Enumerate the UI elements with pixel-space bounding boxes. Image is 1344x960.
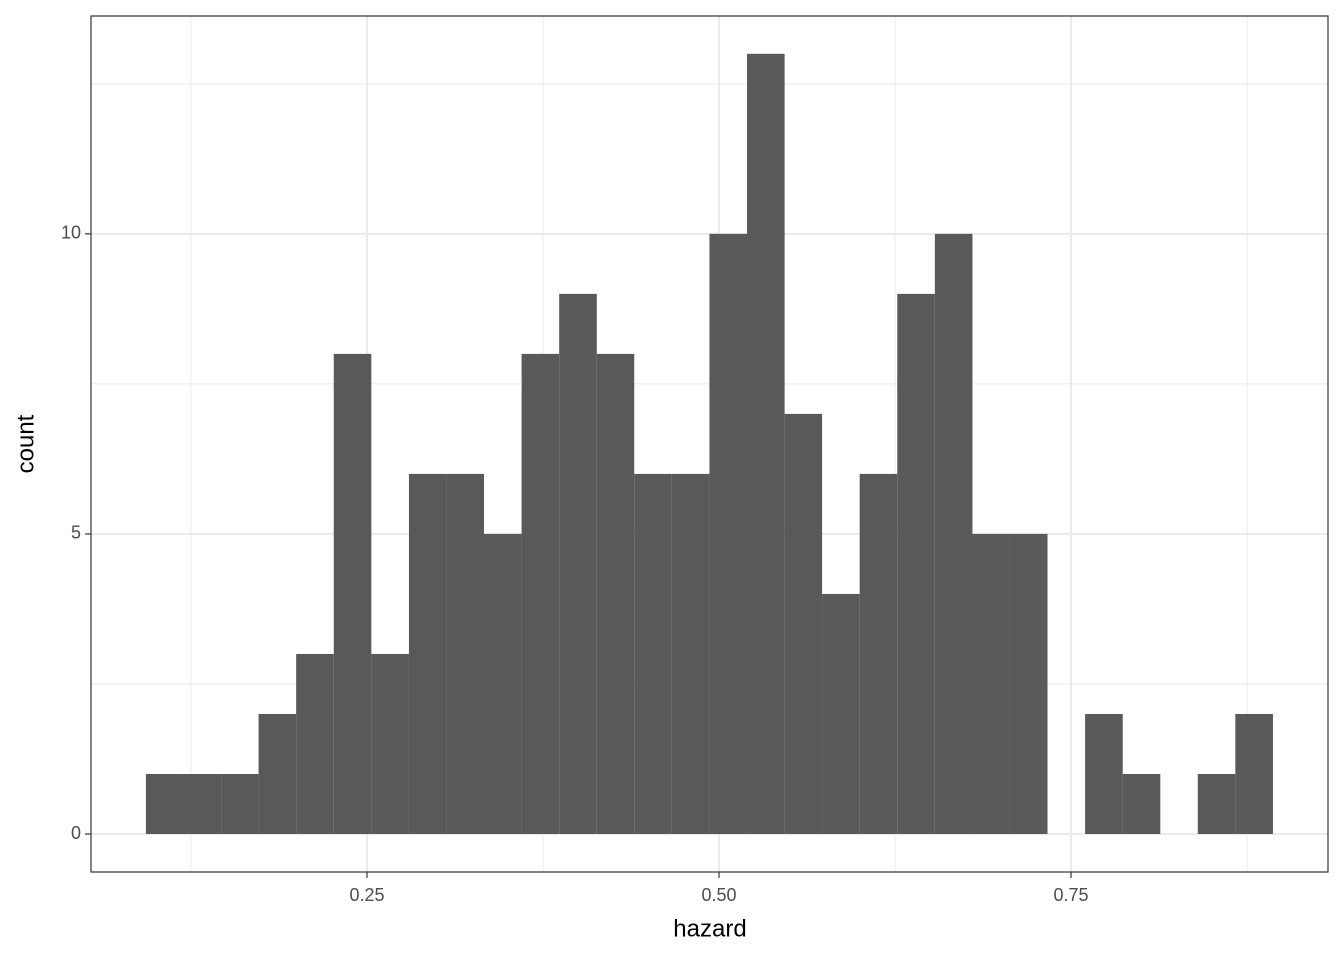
bar [483,533,522,835]
y-tick-label: 10 [61,223,81,243]
bar [747,53,785,835]
bar [145,773,184,835]
bar [371,653,409,835]
bar [1235,713,1273,835]
bar [634,473,672,835]
bars [145,53,1273,835]
bar [822,593,860,835]
x-tick-label: 0.50 [701,885,736,905]
bar [221,773,259,835]
bar [183,773,222,835]
bar [972,533,1010,835]
panel-border [90,15,1329,873]
bar [897,293,935,835]
bar [596,353,635,835]
x-tick-label: 0.25 [349,885,384,905]
bar [333,353,372,835]
y-tick-label: 5 [71,523,81,543]
bar [709,233,748,835]
bar [1122,773,1161,835]
bar [1009,533,1048,835]
bar [296,653,334,835]
bar [784,413,823,835]
bar [521,353,560,835]
bar [1197,773,1236,835]
x-axis-title: hazard [673,915,746,942]
bar [408,473,447,835]
bar [859,473,898,835]
bar [671,473,710,835]
bar [559,293,597,835]
bar [934,233,973,835]
axes: 0.25 0.50 0.75 0 5 10 [61,223,1089,905]
y-tick-label: 0 [71,823,81,843]
x-tick-label: 0.75 [1054,885,1089,905]
bar [1085,713,1123,835]
y-axis-title: count [12,414,39,473]
bar [258,713,297,835]
bar [446,473,484,835]
